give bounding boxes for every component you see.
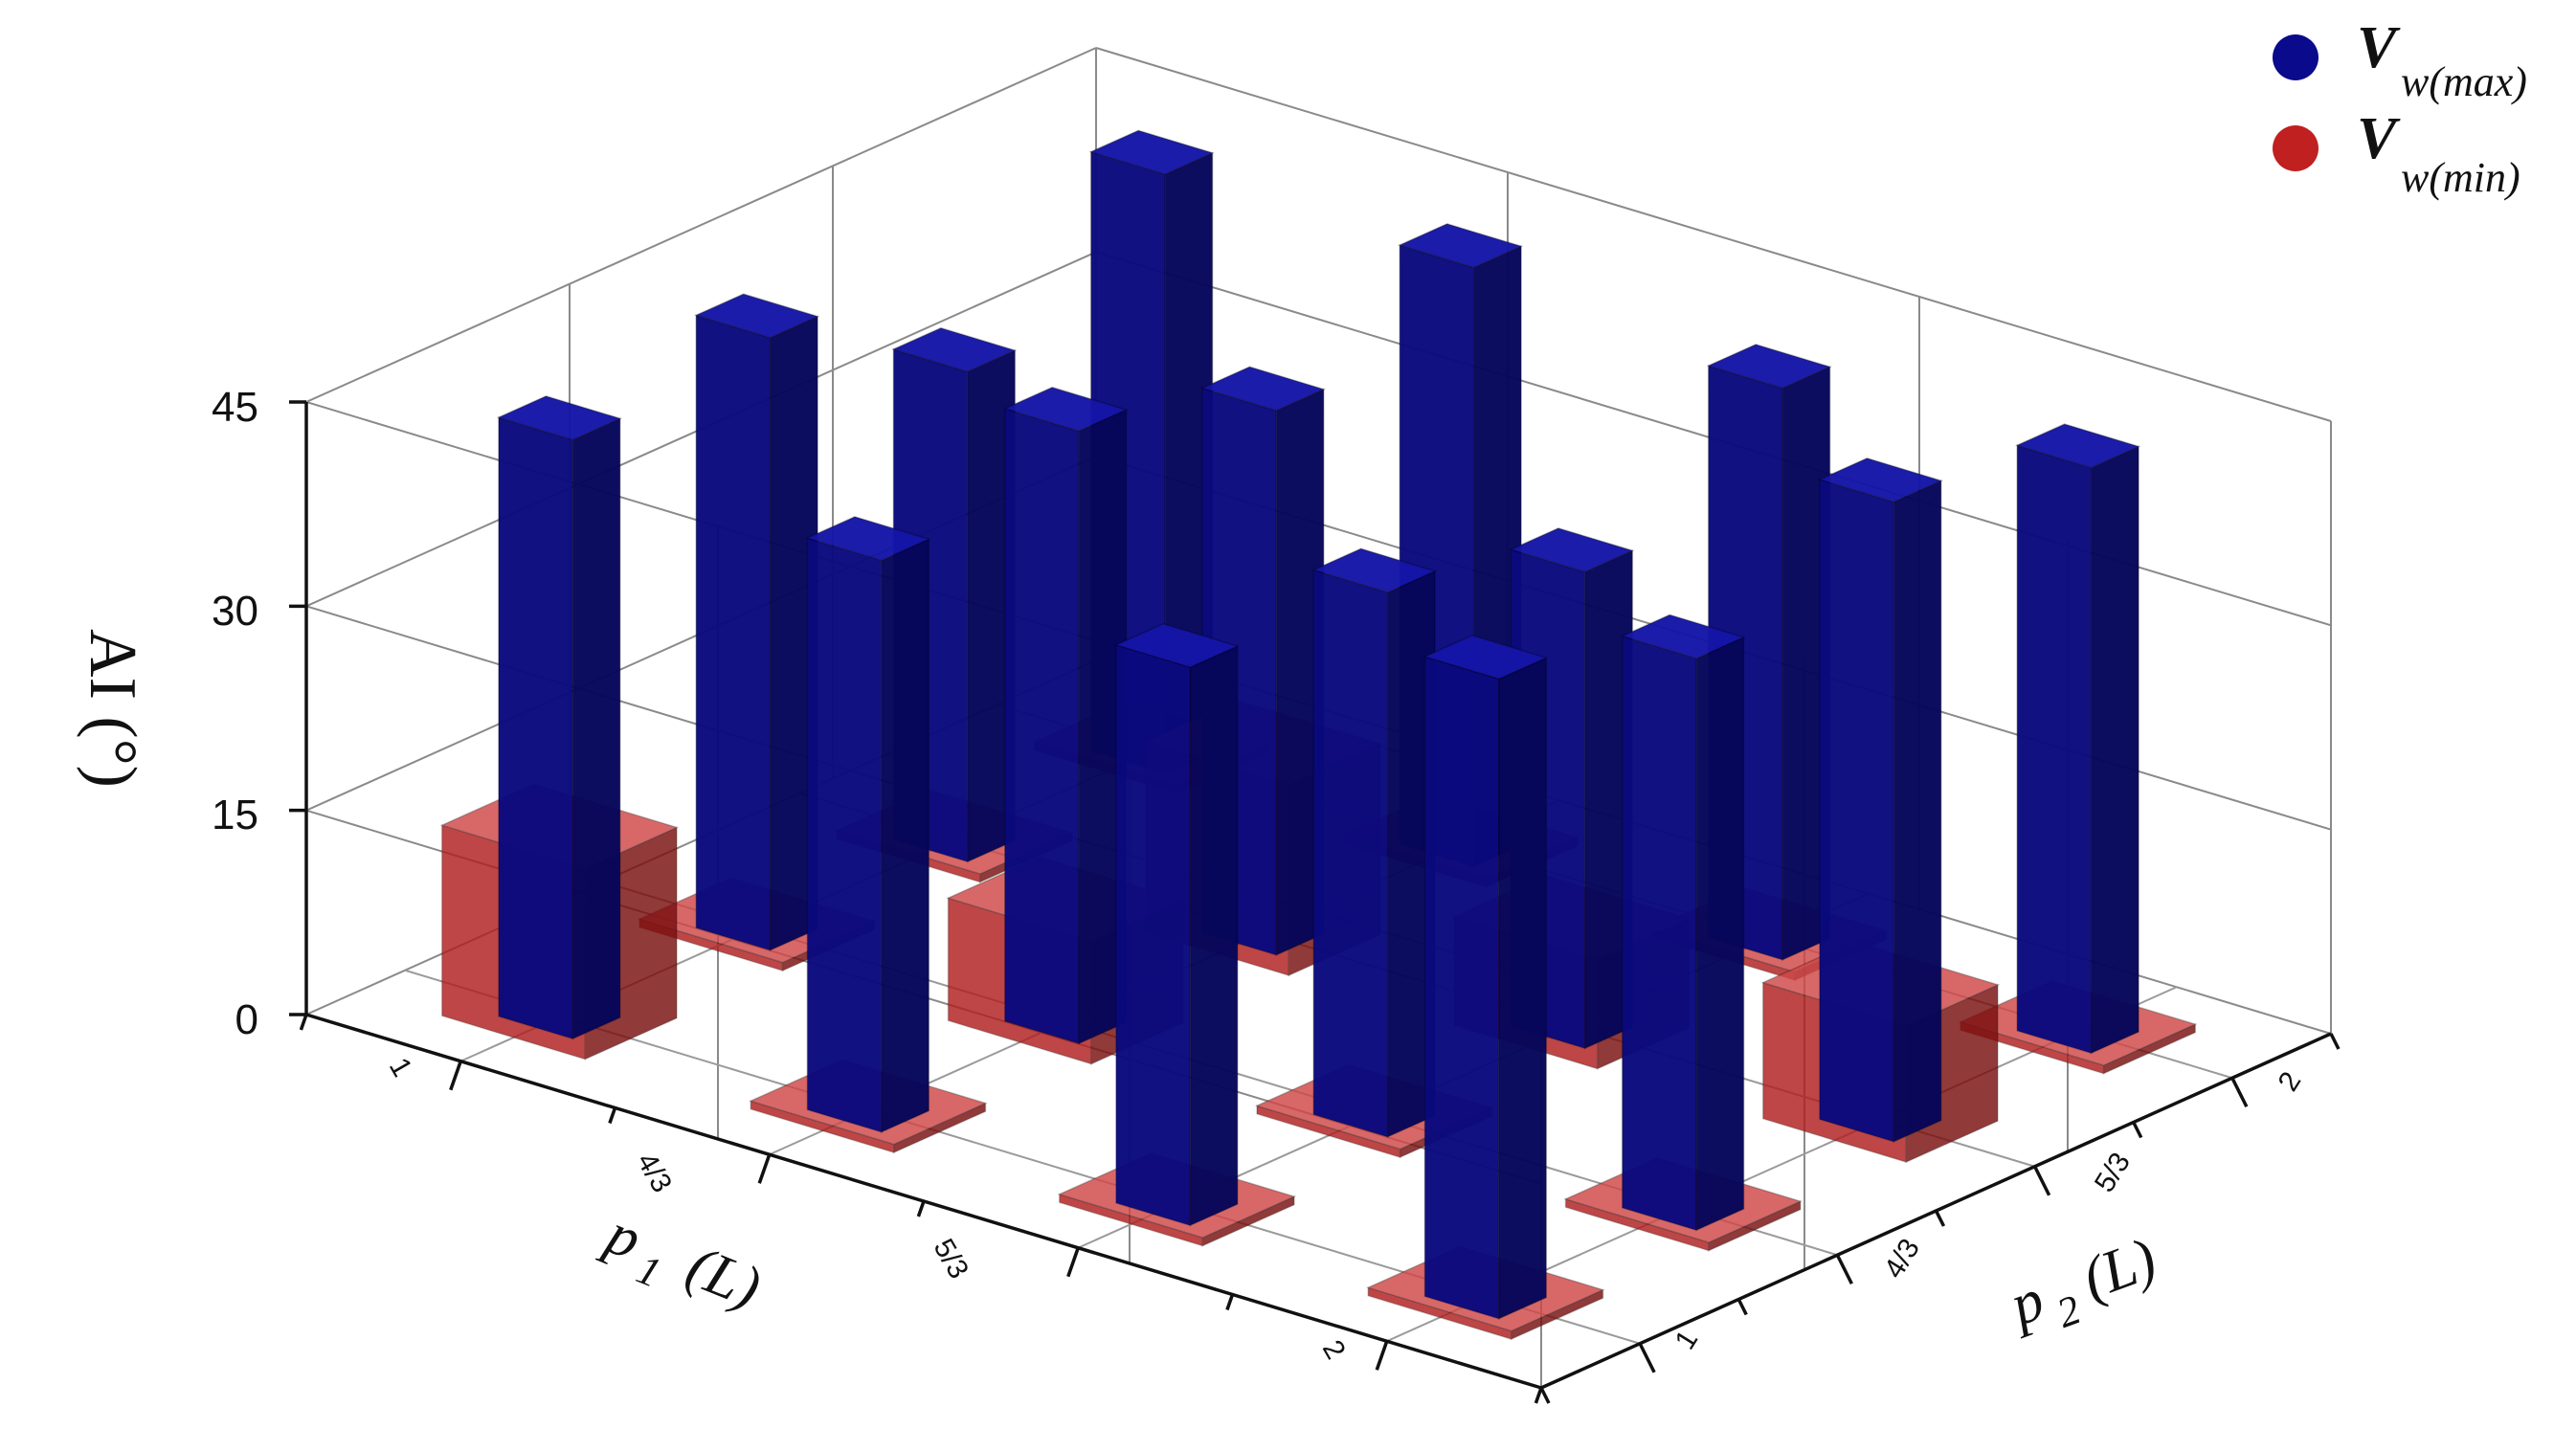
z-tick-labels: 0 15 30 45 xyxy=(212,384,258,1043)
svg-text:p: p xyxy=(1999,1267,2052,1340)
y-tick xyxy=(1736,1298,1748,1316)
bar-max-face xyxy=(1819,478,1895,1143)
bar-max xyxy=(1620,614,1746,1232)
bar-max-face xyxy=(1312,569,1389,1138)
bar-max-face xyxy=(1621,635,1697,1232)
bar-max-face xyxy=(1113,622,1240,668)
x-tick-label: 5/3 xyxy=(928,1234,974,1284)
y-tick xyxy=(1638,1342,1656,1373)
legend-label-sub: w(min) xyxy=(2401,154,2520,201)
bar-max-face xyxy=(806,537,883,1133)
bar-max-face xyxy=(881,538,930,1133)
x-tick xyxy=(1534,1387,1543,1404)
y-tick xyxy=(2132,1121,2143,1139)
legend-label-main: V xyxy=(2357,106,2401,171)
bar-max-face xyxy=(1189,644,1239,1227)
bar-max-face xyxy=(891,326,1018,373)
bar-max-face xyxy=(1199,366,1326,412)
legend: V w(max) V w(min) xyxy=(2273,15,2527,201)
bar-max xyxy=(1422,635,1549,1320)
x-tick-label: 2 xyxy=(1316,1335,1352,1365)
bar-max-face xyxy=(1115,643,1192,1227)
bar-max-face xyxy=(1498,657,1548,1320)
y-tick xyxy=(1835,1254,1853,1285)
bar-max-face xyxy=(805,516,931,562)
bar-max-face xyxy=(1620,614,1746,659)
bar-max-face xyxy=(1817,458,1943,503)
bar-max-face xyxy=(1893,480,1942,1143)
y-tick xyxy=(2033,1165,2051,1196)
x-tick-label: 4/3 xyxy=(631,1148,678,1198)
y-tick xyxy=(1539,1387,1551,1404)
x-tick xyxy=(608,1106,617,1125)
z-tick-label: 0 xyxy=(235,996,258,1043)
bar-max-face xyxy=(694,293,820,339)
y-tick xyxy=(2329,1033,2341,1050)
svg-text:(L): (L) xyxy=(678,1234,770,1321)
bar-max-face xyxy=(695,314,772,951)
bar-max-face xyxy=(571,417,621,1040)
y-tick-label: 2 xyxy=(2273,1066,2308,1097)
bar-max xyxy=(1817,458,1943,1143)
y-axis-label: p 2 (L) xyxy=(1999,1226,2164,1340)
bar-max xyxy=(496,395,622,1040)
x-tick-label: 1 xyxy=(383,1053,418,1083)
x-axis-label: p 1 (L) xyxy=(594,1199,770,1321)
y-tick-label: 4/3 xyxy=(1878,1234,1926,1284)
x-tick xyxy=(449,1061,462,1091)
bar-max-face xyxy=(2090,445,2139,1055)
svg-text:(L): (L) xyxy=(2074,1226,2164,1312)
legend-marker-min xyxy=(2273,125,2318,171)
legend-marker-max xyxy=(2273,34,2318,80)
bar-max-face xyxy=(1088,129,1215,175)
legend-item-max: V w(max) xyxy=(2273,15,2527,105)
bar-max xyxy=(1311,547,1438,1138)
bar-max xyxy=(1113,622,1240,1227)
bar-max-face xyxy=(1423,655,1500,1320)
bar-max-face xyxy=(1311,547,1438,593)
z-tick-label: 15 xyxy=(212,792,258,838)
y-tick-label: 5/3 xyxy=(2089,1148,2137,1198)
bar-max-face xyxy=(1509,527,1635,573)
x-tick xyxy=(1225,1293,1235,1311)
bar-max-face xyxy=(498,416,574,1040)
bar-max xyxy=(694,293,820,951)
y-tick xyxy=(1934,1210,1946,1227)
bar-max xyxy=(805,516,931,1133)
bar-max-face xyxy=(1398,223,1524,269)
svg-text:2: 2 xyxy=(2050,1285,2086,1337)
x-tick xyxy=(1066,1247,1080,1278)
z-axis-label: AI (°) xyxy=(76,629,149,788)
bar-max-face xyxy=(496,395,622,441)
bar-max-face xyxy=(1695,636,1745,1232)
legend-item-min: V w(min) xyxy=(2273,106,2520,201)
svg-text:1: 1 xyxy=(630,1245,667,1297)
z-tick-label: 30 xyxy=(212,588,258,635)
bar-max-face xyxy=(1422,635,1549,681)
x-tick xyxy=(1375,1340,1389,1371)
legend-label-main: V xyxy=(2357,15,2401,80)
y-tick xyxy=(2230,1077,2249,1108)
z-tick-label: 45 xyxy=(212,384,258,431)
axes xyxy=(289,400,2341,1404)
bar-max xyxy=(1002,386,1129,1045)
x-tick xyxy=(299,1014,308,1031)
bar-max-face xyxy=(1003,407,1080,1045)
bar-max-face xyxy=(2015,423,2141,469)
bar-max-face xyxy=(2016,444,2093,1055)
bars xyxy=(439,129,2198,1341)
legend-label-sub: w(max) xyxy=(2401,58,2527,105)
bar-max-face xyxy=(1002,386,1129,433)
grid-line xyxy=(1095,47,2332,422)
x-tick xyxy=(916,1200,926,1217)
y-tick-label: 1 xyxy=(1669,1325,1705,1355)
x-tick xyxy=(757,1153,772,1184)
bar-max xyxy=(2015,423,2141,1055)
bar-max-face xyxy=(1706,344,1832,390)
